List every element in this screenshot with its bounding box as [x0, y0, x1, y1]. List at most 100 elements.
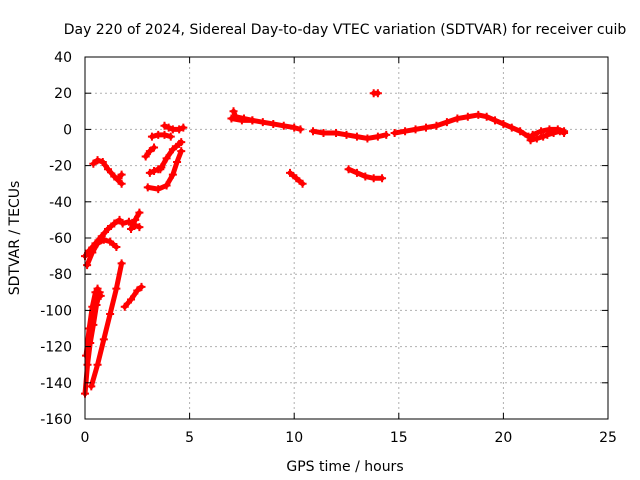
series-arc-9 — [120, 282, 146, 311]
data-point — [147, 132, 156, 141]
data-point — [248, 116, 257, 125]
data-point — [319, 129, 328, 138]
x-tick-label: 5 — [185, 430, 194, 446]
data-point — [179, 123, 188, 132]
data-point — [160, 130, 169, 139]
data-point — [160, 121, 169, 130]
series-arc-3 — [83, 235, 121, 270]
data-point — [453, 114, 462, 123]
data-point — [432, 121, 441, 130]
data-point — [150, 167, 159, 176]
y-tick-label: -20 — [49, 159, 72, 175]
data-point — [168, 170, 177, 179]
data-point — [463, 112, 472, 121]
data-point — [124, 217, 133, 226]
data-point — [390, 129, 399, 138]
series-arc-1 — [81, 288, 105, 398]
y-tick-label: -80 — [49, 267, 72, 283]
data-point — [553, 125, 562, 134]
series-arc-19 — [286, 168, 307, 188]
data-point — [516, 127, 525, 136]
data-point — [442, 118, 451, 127]
data-point — [168, 145, 177, 154]
y-tick-label: -40 — [49, 195, 72, 211]
y-tick-label: -160 — [40, 412, 72, 428]
data-point — [279, 121, 288, 130]
series-arc-18 — [227, 114, 257, 125]
data-point — [91, 239, 100, 248]
data-point — [491, 116, 500, 125]
data-point — [537, 127, 546, 136]
data-point — [545, 125, 554, 134]
y-tick-label: 20 — [54, 86, 72, 102]
data-point — [286, 168, 295, 177]
y-tick-label: 0 — [63, 122, 72, 138]
data-point — [99, 335, 108, 344]
data-point — [145, 168, 154, 177]
series-trace — [88, 260, 125, 389]
data-point — [112, 243, 121, 252]
data-point — [112, 284, 121, 293]
data-point — [88, 302, 97, 311]
series-arc-21 — [344, 165, 387, 183]
series-arc-25 — [528, 125, 569, 139]
data-point — [332, 129, 341, 138]
data-point — [135, 208, 144, 217]
y-tick-label: -100 — [40, 303, 72, 319]
data-point — [382, 130, 391, 139]
data-point — [175, 125, 184, 134]
data-point — [164, 123, 173, 132]
data-point — [127, 224, 136, 233]
series-arc-7 — [114, 170, 126, 183]
data-point — [290, 123, 299, 132]
data-point — [344, 165, 353, 174]
data-point — [141, 152, 150, 161]
axis-ticks: 0 5 10 15 20 25 40 20 0 -20 -40 -60 -80 -100 -120 -140 -… — [40, 50, 617, 446]
series-arc-20 — [309, 127, 391, 143]
data-point — [269, 119, 278, 128]
series-arc-14 — [156, 138, 186, 174]
y-tick-label: -120 — [40, 340, 72, 356]
x-tick-label: 25 — [599, 430, 617, 446]
data-point — [173, 157, 182, 166]
data-point — [229, 107, 238, 116]
data-point — [96, 291, 105, 300]
data-point — [532, 134, 541, 143]
data-point — [482, 112, 491, 121]
x-tick-label: 10 — [285, 430, 303, 446]
series-arc-22 — [369, 89, 382, 98]
data-point — [85, 246, 94, 255]
data-point — [526, 136, 535, 145]
data-series — [81, 89, 569, 398]
data-point — [120, 302, 129, 311]
series-arc-5 — [81, 215, 124, 261]
data-point — [378, 174, 387, 183]
chart-title: Day 220 of 2024, Sidereal Day-to-day VTE… — [64, 22, 627, 38]
data-point — [97, 232, 106, 241]
data-point — [177, 147, 186, 156]
data-point — [110, 219, 119, 228]
data-point — [127, 295, 136, 304]
data-point — [143, 183, 152, 192]
data-point — [104, 224, 113, 233]
data-point — [89, 159, 98, 168]
data-point — [93, 284, 102, 293]
series-arc-10 — [127, 208, 144, 233]
data-point — [137, 282, 146, 291]
data-point — [373, 89, 382, 98]
data-point — [499, 119, 508, 128]
data-point — [162, 154, 171, 163]
data-point — [104, 165, 113, 174]
data-point — [106, 237, 115, 246]
data-point — [352, 168, 361, 177]
data-point — [474, 110, 483, 119]
y-tick-label: 40 — [54, 50, 72, 66]
y-axis-label: SDTVAR / TECUs — [7, 181, 23, 296]
series-arc-13 — [147, 130, 175, 141]
data-point — [154, 185, 163, 194]
data-point — [93, 156, 102, 165]
data-point — [177, 138, 186, 147]
data-point — [166, 132, 175, 141]
data-point — [227, 114, 236, 123]
